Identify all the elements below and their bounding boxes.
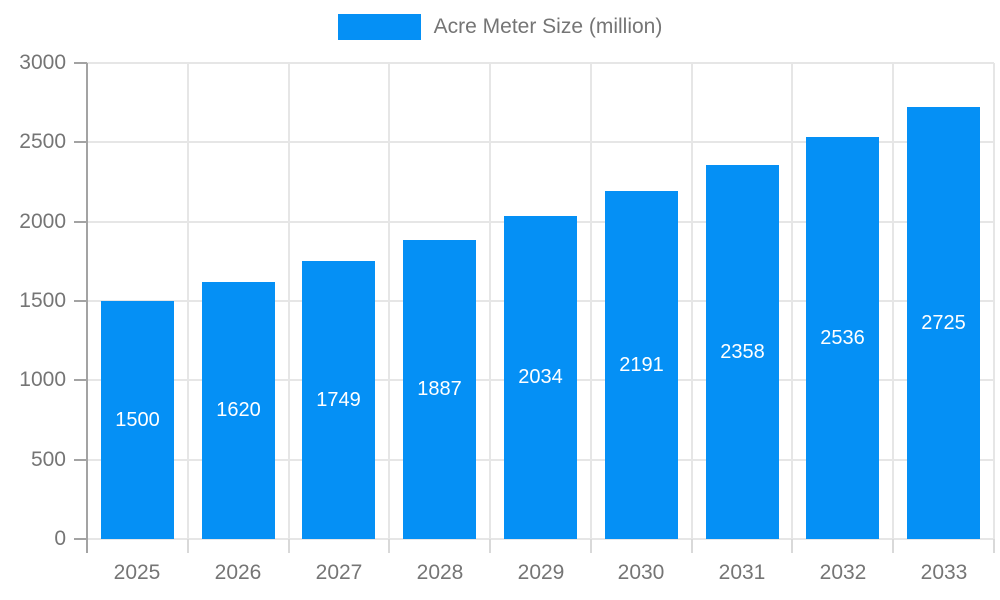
bar-value-label: 2191 <box>619 353 664 376</box>
x-axis-tick-label: 2025 <box>113 561 161 584</box>
x-gridline <box>388 63 390 539</box>
x-tick <box>791 539 793 553</box>
legend-label: Acre Meter Size (million) <box>433 15 663 38</box>
bar-2033[interactable]: 2725 <box>907 107 980 539</box>
y-tick <box>74 221 87 223</box>
x-axis-tick-label: 2031 <box>718 561 766 584</box>
bar-value-label: 1500 <box>115 408 160 431</box>
bar-value-label: 1749 <box>316 388 361 411</box>
x-axis-tick-label: 2027 <box>315 561 363 584</box>
y-gridline <box>87 538 994 540</box>
x-gridline <box>791 63 793 539</box>
x-axis-tick-label: 2029 <box>517 561 565 584</box>
bar-2031[interactable]: 2358 <box>706 165 779 539</box>
bar-2029[interactable]: 2034 <box>504 216 577 539</box>
y-tick <box>74 141 87 143</box>
bar-value-label: 1620 <box>216 399 261 421</box>
bar-value-label: 2725 <box>921 311 966 334</box>
x-gridline <box>187 63 189 539</box>
x-tick <box>590 539 592 553</box>
bar-2030[interactable]: 2191 <box>605 191 678 539</box>
bar-2027[interactable]: 1749 <box>302 261 375 539</box>
y-gridline <box>87 141 994 143</box>
y-gridline <box>87 62 994 64</box>
y-axis-tick-label: 3000 <box>19 51 66 74</box>
y-axis-tick-label: 500 <box>30 448 66 471</box>
x-axis-tick-label: 2028 <box>416 561 464 584</box>
y-axis-tick-label: 0 <box>54 527 66 550</box>
x-tick <box>187 539 189 553</box>
x-tick <box>288 539 290 553</box>
x-tick <box>388 539 390 553</box>
y-tick <box>74 62 87 64</box>
bar-2026[interactable]: 1620 <box>202 282 275 539</box>
y-tick <box>74 538 87 540</box>
y-tick <box>74 379 87 381</box>
y-axis-tick-label: 2500 <box>19 130 66 153</box>
y-axis-tick-label: 1000 <box>19 368 66 391</box>
x-axis-tick-label: 2032 <box>819 561 867 584</box>
legend-swatch-icon <box>337 14 421 40</box>
bar-value-label: 2034 <box>518 366 563 388</box>
x-axis-tick-label: 2026 <box>214 561 262 584</box>
bar-value-label: 1887 <box>417 378 462 400</box>
chart-legend[interactable]: Acre Meter Size (million) <box>0 14 1000 40</box>
x-tick <box>489 539 491 553</box>
x-gridline <box>489 63 491 539</box>
y-axis-tick-label: 2000 <box>19 210 66 233</box>
bar-value-label: 2358 <box>720 340 765 363</box>
y-tick <box>74 459 87 461</box>
y-axis-tick-label: 1500 <box>19 289 66 312</box>
x-axis-tick-label: 2033 <box>920 561 968 584</box>
x-axis-tick-label: 2030 <box>617 561 665 584</box>
y-axis-line <box>86 63 88 553</box>
bar-2028[interactable]: 1887 <box>403 240 476 539</box>
x-tick <box>993 539 995 553</box>
x-gridline <box>288 63 290 539</box>
bar-value-label: 2536 <box>820 326 865 349</box>
bar-2032[interactable]: 2536 <box>806 137 879 539</box>
x-gridline <box>691 63 693 539</box>
x-gridline <box>892 63 894 539</box>
x-tick <box>892 539 894 553</box>
x-gridline <box>590 63 592 539</box>
x-tick <box>691 539 693 553</box>
y-tick <box>74 300 87 302</box>
bar-2025[interactable]: 1500 <box>101 301 174 539</box>
x-gridline <box>993 63 995 539</box>
